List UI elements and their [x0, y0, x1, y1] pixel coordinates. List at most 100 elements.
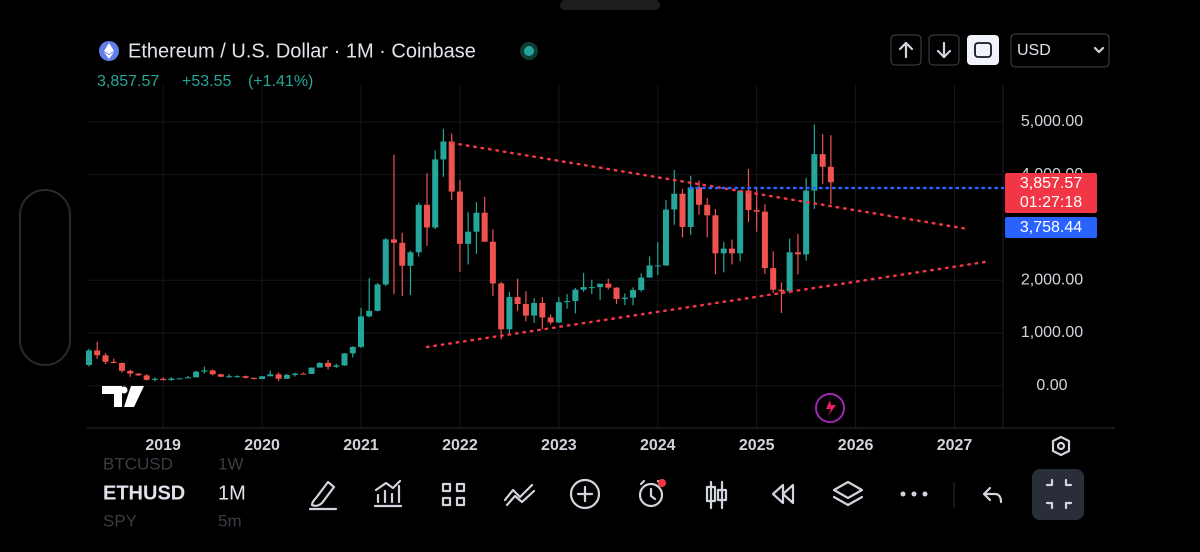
last-price-badge	[1005, 173, 1097, 213]
candle-body	[94, 350, 101, 356]
more-dot[interactable]	[922, 491, 928, 497]
upper-trendline[interactable]	[450, 141, 970, 231]
layouts-tool[interactable]	[441, 482, 466, 507]
x-tick-label: 2020	[244, 437, 280, 454]
candle-body	[440, 141, 447, 160]
more-dot[interactable]	[911, 491, 917, 497]
candle-body	[737, 190, 744, 254]
candle-body	[432, 159, 439, 228]
candle-body	[316, 362, 323, 368]
y-tick-label: 1,000.00	[1021, 324, 1083, 341]
candle-body	[473, 212, 480, 232]
undo-button[interactable]	[982, 486, 1003, 504]
indicators-tool[interactable]	[373, 479, 403, 508]
header-change: +53.55	[182, 73, 231, 90]
last-price: 3,857.57	[1020, 175, 1082, 192]
candle-body	[456, 191, 463, 244]
auto-scale-button[interactable]	[967, 35, 999, 65]
candle-body	[151, 378, 158, 380]
symbol-picker[interactable]: BTCUSD 1W ETHUSD 1M SPY 5m	[103, 454, 246, 530]
alert-tool[interactable]	[638, 482, 664, 508]
candles	[85, 124, 834, 382]
candle-body	[333, 365, 340, 367]
status-dot	[524, 46, 534, 56]
chart-type-tool[interactable]	[705, 480, 728, 510]
line-price-badge	[1005, 217, 1097, 238]
y-tick-label: 0.00	[1036, 377, 1067, 394]
symbol-name: SPY	[103, 511, 137, 530]
symbol-interval: 1M	[218, 482, 246, 504]
candle-body	[226, 376, 233, 378]
candle-body	[242, 376, 249, 378]
add-button[interactable]	[569, 478, 601, 510]
candle-body	[143, 375, 150, 380]
layers-tool[interactable]	[832, 480, 864, 507]
candle-body	[720, 248, 727, 254]
currency-select[interactable]	[1010, 33, 1110, 68]
candle-body	[646, 265, 653, 278]
candle-body	[745, 190, 752, 211]
trend-tool[interactable]	[503, 483, 536, 507]
arrow-up-icon	[898, 41, 914, 59]
candle-body	[168, 378, 175, 381]
symbol-interval: 5m	[218, 511, 242, 530]
currency-label: USD	[1017, 42, 1051, 59]
candle-body	[819, 154, 826, 167]
candle-body	[358, 316, 365, 347]
candle-body	[778, 289, 785, 292]
candle-body	[827, 166, 834, 183]
candle-body	[696, 187, 703, 205]
fullscreen-button[interactable]	[1032, 469, 1084, 520]
candle-body	[275, 374, 282, 379]
x-tick-label: 2019	[145, 437, 181, 454]
candle-body	[704, 204, 711, 216]
candle-body	[613, 287, 620, 299]
x-tick-label: 2026	[838, 437, 874, 454]
candle-body	[217, 374, 224, 377]
symbol-name: BTCUSD	[103, 454, 173, 473]
candle-body	[605, 283, 612, 288]
candle-body	[770, 268, 777, 290]
candle-body	[481, 212, 488, 242]
replay-tool[interactable]	[771, 483, 795, 505]
candle-body	[184, 377, 191, 379]
candle-body	[580, 287, 587, 290]
candle-body	[531, 302, 538, 316]
settings-icon	[1056, 441, 1066, 451]
candle-body	[267, 374, 274, 377]
auto-scale-icon	[974, 42, 992, 58]
settings-button[interactable]	[1051, 435, 1071, 457]
candle-body	[160, 378, 167, 381]
candle-body	[687, 187, 694, 227]
candle-body	[399, 242, 406, 266]
candle-body	[127, 370, 134, 374]
candle-body	[118, 362, 125, 371]
candle-body	[407, 252, 414, 266]
candle-body	[662, 209, 669, 266]
tv-logo-dot	[120, 386, 128, 394]
candle-body	[572, 289, 579, 302]
candle-body	[786, 252, 793, 292]
plus-icon	[576, 485, 594, 503]
line-price: 3,758.44	[1020, 219, 1082, 236]
candle-body	[803, 190, 810, 255]
more-dot[interactable]	[900, 491, 906, 497]
tv-logo	[102, 386, 144, 407]
candle-body	[349, 346, 356, 354]
candle-body	[671, 193, 678, 210]
collapse-icon	[1045, 478, 1073, 510]
candle-body	[201, 370, 208, 372]
draw-tool[interactable]	[308, 480, 338, 511]
candle-body	[292, 373, 299, 375]
top-notch	[560, 0, 660, 10]
x-tick-label: 2024	[640, 437, 676, 454]
candle-body	[283, 374, 290, 379]
candle-body	[465, 231, 472, 244]
candle-body	[514, 297, 521, 304]
candle-body	[209, 370, 216, 375]
candle-body	[588, 287, 595, 289]
symbol-interval: 1W	[218, 454, 244, 473]
x-tick-label: 2025	[739, 437, 775, 454]
candle-body	[638, 277, 645, 291]
ai-icon[interactable]	[815, 393, 845, 423]
